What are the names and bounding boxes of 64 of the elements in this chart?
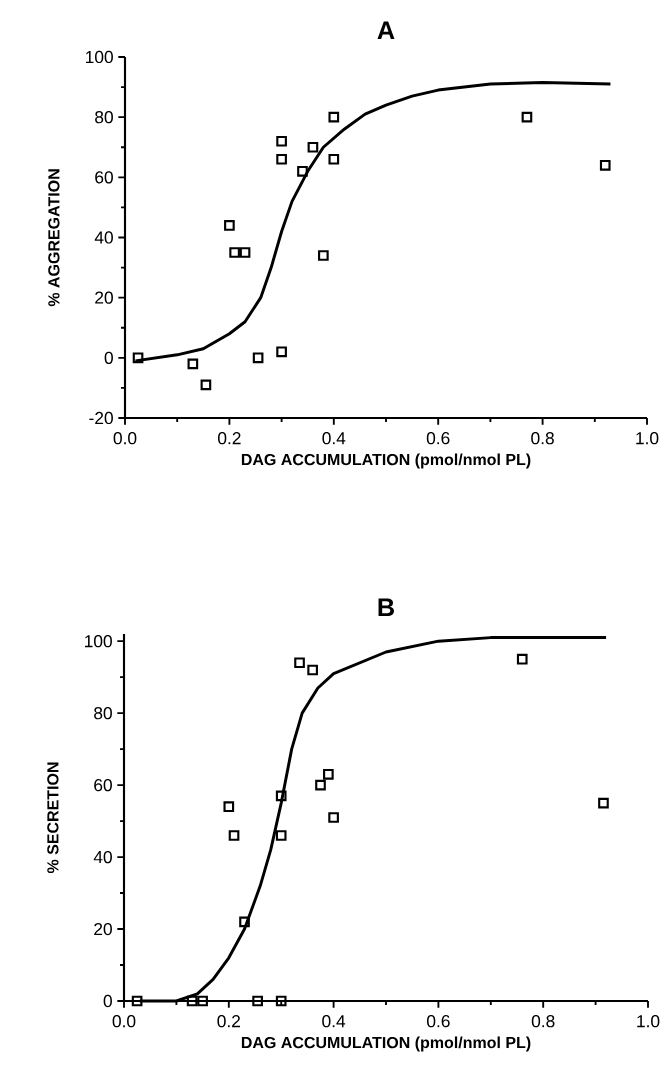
point [328,111,340,123]
y-tick-label: 40 [93,850,112,864]
y-tick-label: 80 [94,707,112,720]
y-tick-label: 40 [94,231,113,244]
point [307,141,319,153]
point [599,159,611,171]
x-axis-title: DAG ACCUMULATION (pmol/nmol PL) [241,1036,531,1052]
x-tick-label: 0.6 [426,432,450,445]
y-tick-label: 20 [94,922,112,936]
y-axis-title: % AGGREGATION [48,169,60,307]
y-axis-title: % SECRETION [47,762,59,874]
point [229,247,240,258]
point [521,111,533,123]
x-tick-label: 0.0 [113,432,137,445]
y-tick-label: 0 [103,994,112,1008]
x-tick-label: 1.0 [636,432,659,445]
x-tick-label: 0.2 [218,432,241,445]
point [275,995,287,1007]
point [275,830,287,841]
point [516,653,528,665]
point [276,346,287,358]
point [239,916,250,928]
point [598,797,609,809]
point [276,135,287,147]
chart-title: A [377,21,395,39]
x-axis-title: DAG ACCUMULATION (pmol/nmol PL) [241,453,531,469]
x-tick-label: 1.0 [637,1015,660,1028]
point [186,995,198,1007]
y-tick-label: 60 [94,778,112,792]
point [276,153,287,165]
y-tick-label: 0 [104,351,113,364]
point [318,250,329,261]
point [323,768,334,780]
point [297,165,308,177]
x-tick-label: 0.4 [322,432,346,445]
point [252,352,264,364]
chart-title: B [378,598,394,616]
point [275,790,287,802]
x-tick-label: 0.2 [217,1015,240,1028]
point [315,779,326,791]
y-tick-label: -20 [89,411,113,425]
point [239,247,251,258]
y-tick-label: 60 [95,171,113,184]
x-tick-label: 0.4 [322,1015,346,1028]
y-tick-label: 100 [85,635,112,648]
point [307,664,318,676]
point [197,995,208,1007]
point [200,379,212,391]
point [131,995,143,1007]
point [224,220,235,231]
x-tick-label: 0.0 [112,1015,136,1028]
point [187,358,199,370]
y-tick-label: 20 [95,291,113,304]
x-tick-label: 0.6 [427,1015,450,1028]
point [228,830,240,841]
point [223,801,235,813]
y-tick-label: 100 [86,50,113,64]
y-tick-label: 80 [95,111,113,124]
point [252,995,263,1007]
point [328,153,340,165]
point [294,657,305,669]
x-tick-label: 0.8 [531,432,554,445]
x-tick-label: 0.8 [531,1015,555,1028]
point [328,812,339,823]
